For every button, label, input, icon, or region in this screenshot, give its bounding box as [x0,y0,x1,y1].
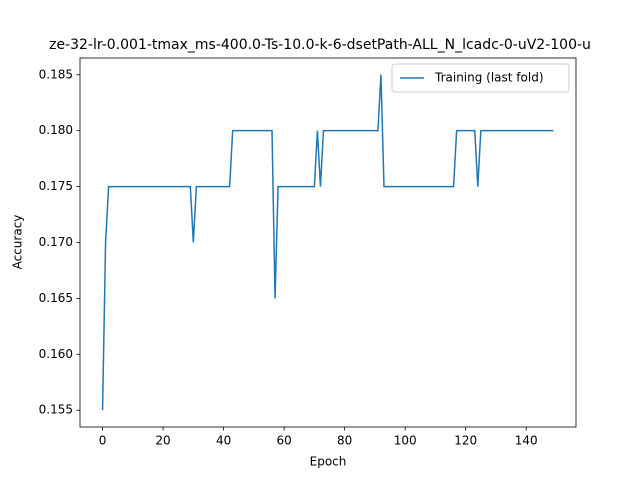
y-axis-label: Accuracy [11,215,25,270]
plot-frame [79,57,577,428]
y-tick-label: 0.155 [39,403,73,417]
x-tick-label: 80 [337,434,352,448]
legend-box [391,63,570,93]
x-tick-label: 60 [276,434,291,448]
x-tick-label: 140 [515,434,538,448]
legend-label: Training (last fold) [434,71,544,85]
y-tick-label: 0.160 [39,347,73,361]
x-tick-label: 120 [454,434,477,448]
y-tick-label: 0.175 [39,179,73,193]
y-tick-label: 0.180 [39,123,73,137]
data-line [101,74,554,411]
x-tick-label: 0 [99,434,107,448]
x-tick-label: 20 [155,434,170,448]
x-tick-label: 40 [216,434,231,448]
chart-title: ze-32-lr-0.001-tmax_ms-400.0-Ts-10.0-k-6… [49,37,591,53]
y-tick-label: 0.185 [39,67,73,81]
x-axis-label: Epoch [310,455,347,469]
y-tick-label: 0.165 [39,291,73,305]
x-tick-label: 100 [394,434,417,448]
y-tick-label: 0.170 [39,235,73,249]
